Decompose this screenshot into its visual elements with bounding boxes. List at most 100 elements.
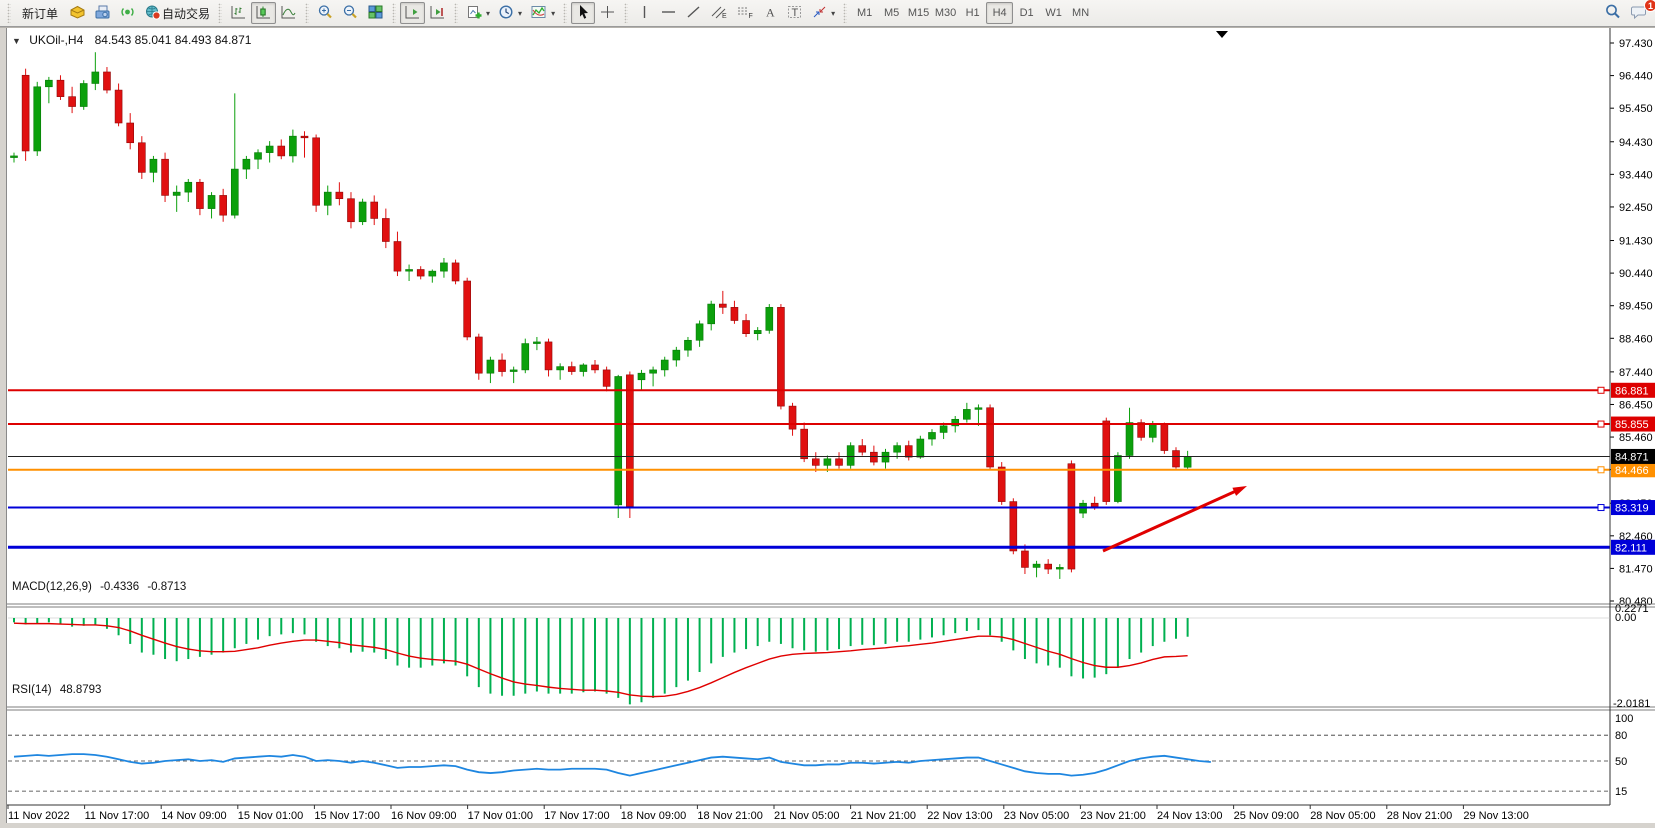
svg-text:25 Nov 09:00: 25 Nov 09:00 [1234,810,1299,822]
market-watch-button[interactable] [65,2,90,24]
svg-text:80: 80 [1615,730,1627,742]
indicators-icon [530,4,548,23]
dropdown-caret-icon: ▾ [831,8,836,18]
indicators-button[interactable]: ▾ [526,2,559,24]
chart-shift-icon [429,4,446,23]
toolbar-grip[interactable] [843,3,848,23]
timeframe-w1-button[interactable]: W1 [1040,2,1067,24]
new-chart-button[interactable]: ▾ [462,2,494,24]
svg-text:85.460: 85.460 [1619,432,1653,444]
svg-text:E: E [722,13,727,20]
arrows-icon [811,4,828,23]
svg-text:91.430: 91.430 [1619,236,1653,248]
svg-text:17 Nov 01:00: 17 Nov 01:00 [468,810,533,822]
svg-text:0.00: 0.00 [1615,612,1636,624]
horizontal-line-tool-button[interactable] [656,2,681,24]
toolbar-grip[interactable] [305,3,310,23]
notifications-button[interactable]: 1 [1626,0,1655,24]
rsi-value: 48.8793 [59,684,102,696]
timeframe-m30-button[interactable]: M30 [932,2,959,24]
cursor-button[interactable] [571,2,596,24]
trendline-tool-button[interactable] [681,2,706,24]
svg-text:92.450: 92.450 [1619,202,1653,214]
zoom-out-icon [342,4,359,23]
timeframe-d1-button[interactable]: D1 [1013,2,1040,24]
line-chart-type-button[interactable] [276,2,301,24]
bar-chart-type-button[interactable] [226,2,251,24]
trend-arrow[interactable] [1102,489,1237,553]
zoom-in-button[interactable] [313,2,338,24]
chart-canvas[interactable]: 97.430 96.440 95.450 94.430 93.440 92.450 91.4… [0,28,1655,828]
dropdown-caret-icon: ▾ [486,8,491,18]
clock-icon [498,4,515,23]
fibonacci-icon: F [736,4,754,23]
zoom-out-button[interactable] [338,2,363,24]
candlestick-icon [255,4,272,23]
data-window-icon [94,4,111,23]
toolbar-grip[interactable] [563,3,568,23]
arrows-tool-button[interactable]: ▾ [807,2,839,24]
period-button[interactable]: ▾ [494,2,526,24]
data-window-button[interactable] [90,2,115,24]
timeframe-h4-button[interactable]: H4 [986,2,1014,24]
toolbar-grip[interactable] [624,3,629,23]
collapse-arrow-icon: ▼ [12,36,21,46]
toolbar-grip[interactable] [454,3,459,23]
svg-text:15 Nov 01:00: 15 Nov 01:00 [238,810,303,822]
svg-text:F: F [749,13,753,20]
macd-signal-value: -0.8713 [147,581,187,593]
toolbar-grip[interactable] [218,3,223,23]
chart-window[interactable]: 97.430 96.440 95.450 94.430 93.440 92.450 91.4… [0,27,1655,828]
auto-trading-label: 自动交易 [162,6,211,21]
timeframe-m15-button[interactable]: M15 [905,2,932,24]
auto-trading-icon [144,4,162,23]
hline-handle[interactable] [1597,504,1605,512]
chart-shift-button[interactable] [425,2,450,24]
signals-icon [119,4,136,23]
cursor-icon [576,4,591,23]
hline-handle[interactable] [1597,466,1605,474]
timeframe-m1-button[interactable]: M1 [851,2,878,24]
svg-text:100: 100 [1615,713,1633,725]
svg-text:97.430: 97.430 [1619,38,1653,50]
hline-handle[interactable] [1597,386,1605,394]
auto-scroll-icon [404,4,421,23]
hline-handle[interactable] [1597,420,1605,428]
svg-text:22 Nov 13:00: 22 Nov 13:00 [927,810,992,822]
candles [10,52,1192,579]
signals-button[interactable] [115,2,140,24]
rsi-name: RSI(14) [12,684,52,696]
svg-text:90.440: 90.440 [1619,268,1653,280]
macd-main-value: -0.4336 [100,581,140,593]
auto-scroll-button[interactable] [400,2,426,24]
crosshair-button[interactable] [595,2,620,24]
channel-tool-button[interactable]: E [706,2,732,24]
svg-text:87.440: 87.440 [1619,367,1653,379]
svg-text:21 Nov 05:00: 21 Nov 05:00 [774,810,839,822]
timeframe-h1-button[interactable]: H1 [959,2,986,24]
text-label-icon: T [786,4,803,23]
svg-text:89.450: 89.450 [1619,301,1653,313]
notification-badge: 1 [1644,0,1655,12]
timeframe-m5-button[interactable]: M5 [878,2,905,24]
new-order-button[interactable]: 新订单 [15,2,65,24]
text-label-tool-button[interactable]: T [782,2,807,24]
trend-arrow-head[interactable] [1232,486,1247,496]
svg-text:85.855: 85.855 [1615,419,1649,431]
auto-trading-button[interactable]: 自动交易 [140,2,214,24]
candlestick-chart-type-button[interactable] [251,2,277,24]
toolbar-grip[interactable] [392,3,397,23]
svg-text:18 Nov 21:00: 18 Nov 21:00 [697,810,762,822]
search-button[interactable] [1600,2,1626,24]
svg-text:84.466: 84.466 [1615,465,1649,477]
vertical-line-tool-button[interactable] [632,2,656,24]
timeframe-mn-button[interactable]: MN [1067,2,1094,24]
chart-shift-marker-icon[interactable] [1216,31,1228,38]
zoom-in-icon [317,4,334,23]
tile-windows-button[interactable] [363,2,388,24]
text-tool-button[interactable]: A [758,2,782,24]
toolbar-grip[interactable] [7,3,11,23]
fibonacci-tool-button[interactable]: F [732,2,758,24]
svg-text:18 Nov 09:00: 18 Nov 09:00 [621,810,686,822]
equidistant-channel-icon: E [710,4,728,23]
